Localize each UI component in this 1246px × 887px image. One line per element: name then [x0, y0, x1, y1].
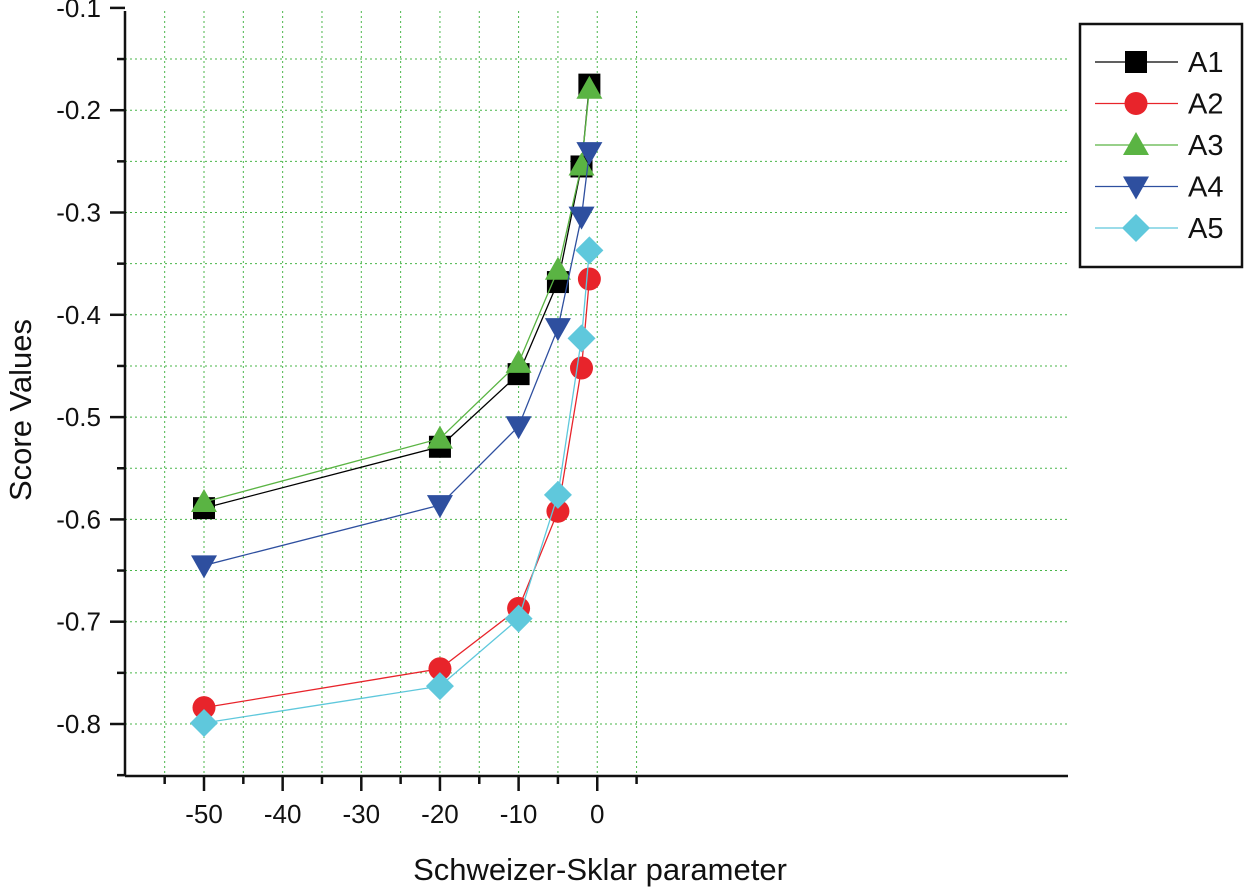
y-tick-label: -0.1 [56, 0, 101, 23]
data-point-a2 [192, 696, 216, 720]
data-point-a4 [505, 416, 532, 440]
data-point-a5 [504, 604, 533, 633]
series-line-a3 [203, 88, 591, 503]
data-point-a3 [426, 425, 453, 449]
legend: A1 A2 A3 A4 A5 [1078, 22, 1244, 269]
legend-marker-a5 [1122, 214, 1150, 242]
series-line-a2 [203, 278, 591, 709]
data-point-a2 [577, 267, 601, 291]
series-line-a5 [203, 250, 591, 724]
data-point-a4 [426, 495, 453, 519]
grid [125, 11, 1068, 776]
data-point-a3 [568, 152, 595, 176]
data-point-a3 [191, 489, 217, 513]
y-tick-label: -0.7 [56, 607, 101, 637]
x-tick-label: -10 [500, 799, 538, 829]
data-point-a5 [567, 324, 596, 353]
legend-marker-a2 [1124, 92, 1148, 115]
data-point-a4 [568, 206, 595, 230]
data-point-a4 [544, 318, 571, 342]
data-point-a3 [576, 75, 603, 99]
legend-label-a4: A4 [1188, 172, 1223, 204]
y-axis-title: Score Values [3, 319, 38, 501]
legend-label-a5: A5 [1188, 213, 1223, 245]
y-tick-label: -0.2 [56, 95, 101, 125]
legend-label-a2: A2 [1188, 89, 1223, 121]
data-point-a5 [543, 480, 572, 509]
series-line-a4 [203, 152, 591, 567]
y-tick-label: -0.6 [56, 504, 101, 534]
legend-marker-a3 [1123, 132, 1149, 155]
y-tick-label: -0.5 [56, 402, 101, 432]
data-point-a2 [570, 356, 594, 380]
legend-label-a3: A3 [1188, 130, 1223, 162]
x-axis-title: Schweizer-Sklar parameter [413, 852, 787, 887]
data-point-a3 [505, 349, 532, 373]
data-point-a4 [576, 142, 603, 166]
x-tick-label: -40 [264, 799, 302, 829]
data-point-a2 [428, 657, 452, 681]
axes [123, 11, 1068, 778]
series-line-a1 [203, 84, 591, 509]
x-tick-label: 0 [590, 799, 604, 829]
y-tick-label: -0.3 [56, 198, 101, 228]
series-lines [190, 73, 604, 737]
x-tick-label: -50 [185, 799, 223, 829]
data-point-a5 [575, 236, 604, 265]
ticks: -50 -40 -30 -20 -10 0 -0.8 -0.7 -0.6 -0.5 -0.4 -0.3… [56, 0, 638, 829]
data-point-a2 [546, 499, 570, 523]
data-point-a5 [425, 672, 454, 701]
legend-label-a1: A1 [1188, 47, 1223, 79]
data-point-a4 [191, 555, 217, 579]
x-tick-label: -30 [343, 799, 381, 829]
data-point-a5 [190, 708, 218, 737]
legend-marker-a1 [1125, 51, 1147, 73]
data-point-a3 [544, 256, 571, 280]
x-tick-label: -20 [421, 799, 459, 829]
legend-marker-a4 [1123, 176, 1149, 200]
y-tick-label: -0.8 [56, 709, 101, 739]
y-tick-label: -0.4 [56, 300, 101, 330]
